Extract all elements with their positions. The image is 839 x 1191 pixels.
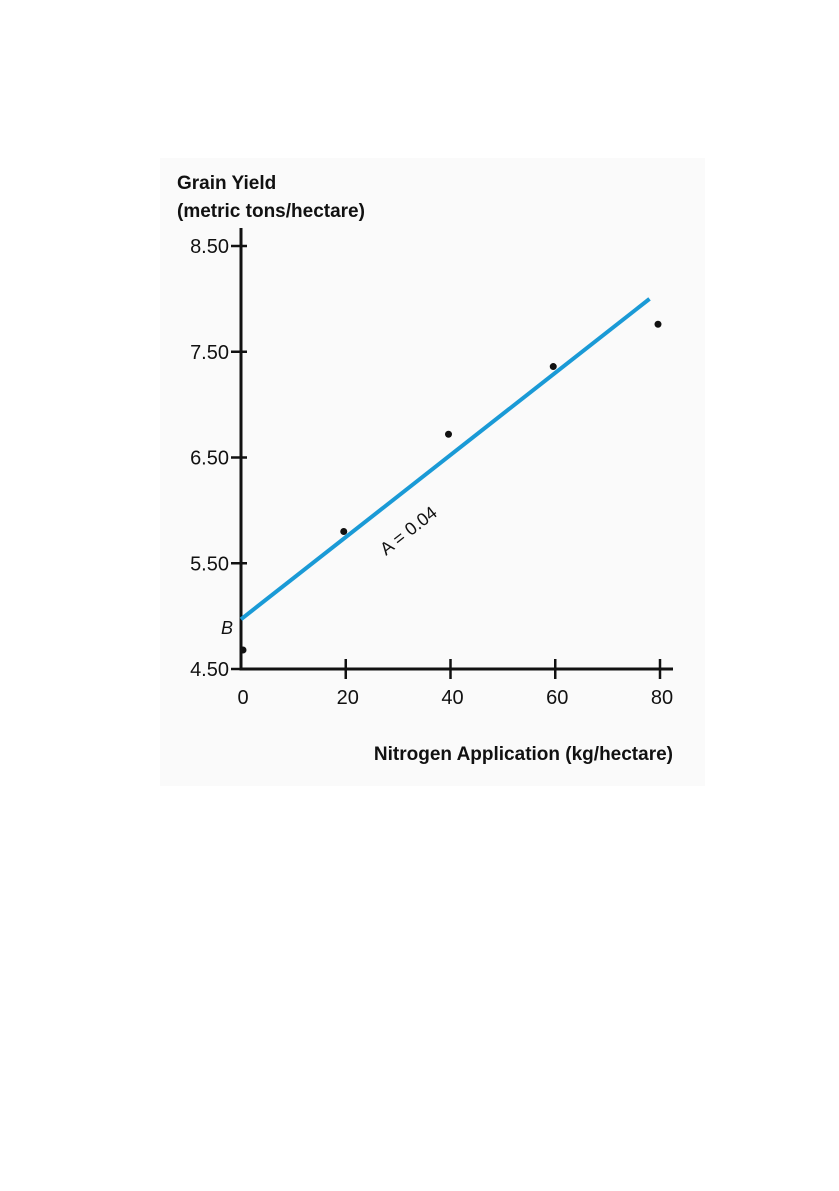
data-point xyxy=(445,430,452,438)
y-axis-title-line2: (metric tons/hectare) xyxy=(177,201,365,222)
x-tick-label: 40 xyxy=(441,687,463,709)
x-tick-label: 0 xyxy=(237,687,248,709)
y-tick-label: 5.50 xyxy=(190,553,229,575)
x-tick-label: 80 xyxy=(651,687,673,709)
y-tick-label: 6.50 xyxy=(190,448,229,470)
y-tick-label: 4.50 xyxy=(190,659,229,681)
x-tick-label: 60 xyxy=(546,687,568,709)
y-tick-label: 8.50 xyxy=(190,236,229,258)
data-point xyxy=(549,363,557,371)
fit-line xyxy=(239,297,651,621)
y-axis-title-line1: Grain Yield xyxy=(177,173,276,194)
x-axis-title: Nitrogen Application (kg/hectare) xyxy=(374,744,673,765)
x-tick-label: 20 xyxy=(337,687,359,709)
y-tick-label: 7.50 xyxy=(190,342,229,364)
data-point xyxy=(239,646,247,654)
data-point xyxy=(654,320,662,328)
intercept-label: B xyxy=(221,618,233,638)
data-point xyxy=(340,528,348,536)
